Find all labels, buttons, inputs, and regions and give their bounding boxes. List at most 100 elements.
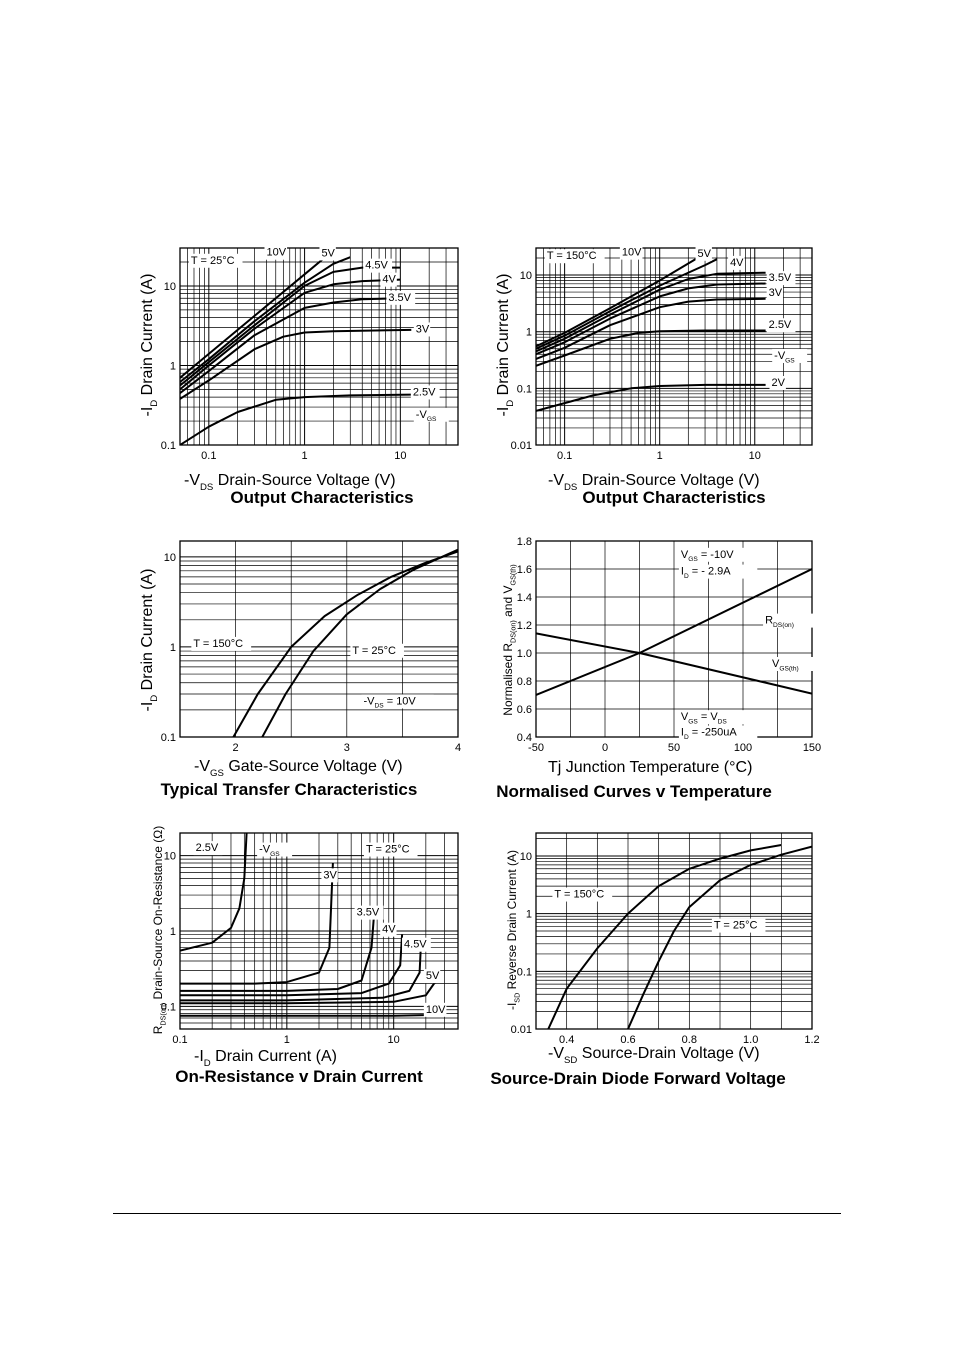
x-tick-label: 100: [734, 742, 752, 754]
annotation-label: -VGS​: [259, 844, 280, 858]
annotation-bg: [678, 547, 752, 562]
annotation-label: 5V: [426, 970, 440, 982]
annotation-label: 4.5V: [404, 939, 427, 951]
y-tick-label: 1.4: [517, 592, 532, 604]
plot-frame: [535, 540, 813, 738]
annotation-bg: [361, 694, 434, 709]
annotation-bg: [188, 253, 243, 268]
y-tick-label: 10: [520, 270, 532, 282]
annotation-bg: [678, 564, 758, 579]
annotation-bg: [766, 318, 796, 333]
annotation-bg: [772, 348, 808, 363]
annotation-bg: [402, 937, 431, 952]
annotation-label: 5V: [321, 247, 335, 259]
series-line-7: [536, 383, 766, 412]
chart-panel-3: 2 3 4 0.1 1 10 T = 150°C T = 25°C -VDS​ = 10V -VG…: [139, 540, 461, 799]
annotation-bg: [350, 643, 404, 658]
chart-panel-1: 0.1 1 10 0.1 1 10 T = 25°C 10V 5V 4.5V 4V 3.5V 3V 2.5…: [139, 245, 459, 507]
annotation-label: T = 25°C: [352, 645, 396, 657]
x-tick-label: 1: [284, 1034, 290, 1046]
y-tick-label: 10: [164, 851, 176, 863]
grid: [536, 248, 812, 445]
series-line-7: [180, 393, 412, 445]
annotation-bg: [763, 613, 817, 628]
annotation-label: T = 25°C: [366, 844, 410, 856]
y-tick-label: 1: [526, 327, 532, 339]
annotation-label: T = 150°C: [547, 250, 597, 262]
x-tick-label: 0.1: [172, 1034, 187, 1046]
annotation-label: 10V: [426, 1004, 446, 1016]
annotation-label: 3.5V: [769, 272, 792, 284]
y-tick-label: 10: [164, 552, 176, 564]
y-tick-label: 0.01: [511, 440, 532, 452]
series-line-3: [180, 266, 401, 387]
annotation-label: VGS​ = -10V: [681, 549, 734, 563]
series-line-1: [180, 249, 335, 379]
series-line-2: [627, 845, 812, 1029]
grid: [180, 541, 458, 737]
x-tick-label: 2: [233, 742, 239, 754]
grid: [536, 833, 812, 1029]
x-axis-label: -VDS​ Drain-Source Voltage (V): [184, 472, 396, 493]
annotation-bg: [257, 842, 293, 857]
annotation-label: 2.5V: [196, 842, 219, 854]
annotation-bg: [321, 868, 338, 883]
annotation-label: 3V: [323, 869, 337, 881]
x-axis-label: -VGS​ Gate-Source Voltage (V): [194, 758, 403, 779]
annotation-label: 3.5V: [388, 292, 411, 304]
y-axis-label: -ISD​ Reverse Drain Current (A): [505, 850, 522, 1010]
x-tick-label: 50: [668, 742, 680, 754]
annotation-bg: [544, 249, 605, 264]
series-line-3: [536, 271, 766, 353]
x-axis-label: Tj Junction Temperature (°C): [548, 759, 752, 776]
plot-frame: [179, 832, 459, 1030]
annotation-bg: [728, 255, 745, 270]
annotation-bg: [380, 922, 397, 937]
annotation-label: 3V: [769, 287, 783, 299]
annotation-label: 2.5V: [769, 319, 792, 331]
x-tick-label: 1: [657, 450, 663, 462]
series-line-2: [180, 862, 334, 985]
series-line-2: [536, 632, 812, 695]
series-line-2: [180, 256, 351, 383]
annotation-label: 5V: [698, 248, 712, 260]
x-tick-label: 10: [394, 450, 406, 462]
annotation-bg: [264, 245, 288, 260]
x-tick-label: 10: [749, 450, 761, 462]
chart-panel-4: -50 0 50 100 150 0.4 0.6 0.8 1.0 1.2 1.4 1.6 1.8 VGS​…: [496, 536, 824, 801]
y-tick-label: 1: [170, 642, 176, 654]
grid: [536, 541, 812, 737]
chart-title: On-Resistance v Drain Current: [175, 1067, 423, 1086]
y-tick-label: 0.01: [511, 1024, 532, 1036]
chart-title: Source-Drain Diode Forward Voltage: [490, 1069, 785, 1088]
annotation-bg: [363, 258, 393, 273]
annotation-bg: [769, 657, 824, 671]
annotation-label: -VGS​: [774, 350, 795, 364]
annotation-label: 10V: [266, 247, 286, 259]
series-line-4: [180, 934, 404, 997]
x-tick-label: 0.1: [557, 450, 572, 462]
x-tick-label: 0.4: [559, 1034, 574, 1046]
chart-panel-6: 0.4 0.6 0.8 1.0 1.2 0.01 0.1 1 10 T = 150°C T = 25…: [490, 832, 820, 1088]
plot-frame: [535, 832, 813, 1030]
y-tick-label: 0.1: [161, 732, 176, 744]
x-axis-label: -ID​ Drain Current (A): [194, 1048, 337, 1069]
annotation-bg: [363, 842, 418, 857]
x-tick-label: 1.0: [743, 1034, 758, 1046]
annotation-bg: [695, 246, 712, 261]
annotation-bg: [380, 272, 397, 287]
annotation-bg: [619, 245, 643, 260]
annotation-bg: [319, 246, 336, 261]
chart-title: Output Characteristics: [582, 488, 765, 507]
series-line-2: [261, 548, 458, 737]
plot-frame: [179, 247, 459, 446]
annotation-bg: [766, 271, 796, 286]
series-line-3: [180, 909, 376, 992]
annotation-bg: [678, 725, 758, 740]
annotation-label: 2V: [772, 377, 786, 389]
series-line-1: [180, 833, 248, 952]
chart-title: Output Characteristics: [230, 488, 413, 507]
y-axis-label: -ID​ Drain Current (A): [139, 274, 160, 417]
